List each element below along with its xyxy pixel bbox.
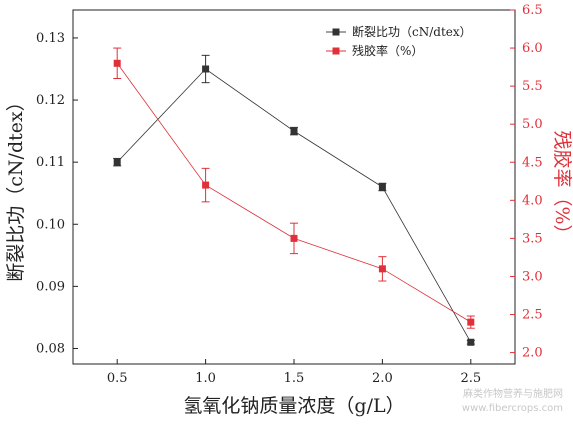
y-right-tick-label: 6.5 xyxy=(522,3,543,18)
y-axis-right-title: 残胶率（%） xyxy=(551,130,573,243)
series-line-0 xyxy=(116,68,472,343)
y-right-tick-label: 5.5 xyxy=(522,79,543,94)
x-tick-label: 2.5 xyxy=(460,371,481,386)
y-left-tick-label: 0.13 xyxy=(36,31,65,46)
y-axis-left-title: 断裂比功（cN/dtex） xyxy=(5,92,27,281)
y-right-tick-label: 5.0 xyxy=(522,117,543,132)
legend-marker-breaking-work xyxy=(332,28,340,36)
series-line-1 xyxy=(116,63,472,323)
data-point-0 xyxy=(378,183,386,191)
y-left-tick-label: 0.10 xyxy=(36,217,65,232)
legend-label-breaking-work: 断裂比功（cN/dtex） xyxy=(352,24,472,39)
x-tick-label: 1.0 xyxy=(195,371,216,386)
x-tick-label: 0.5 xyxy=(107,371,128,386)
x-axis-title: 氢氧化钠质量浓度（g/L） xyxy=(183,395,404,417)
y-right-tick-label: 2.0 xyxy=(522,346,543,361)
y-right-tick-label: 2.5 xyxy=(522,308,543,323)
y-left-tick-label: 0.12 xyxy=(36,93,65,108)
y-left-tick-label: 0.08 xyxy=(36,341,65,356)
data-point-0 xyxy=(202,65,210,73)
legend: 断裂比功（cN/dtex） 残胶率（%） xyxy=(326,24,472,58)
data-point-1 xyxy=(467,318,475,326)
data-point-0 xyxy=(113,158,121,166)
x-tick-label: 1.5 xyxy=(284,371,305,386)
legend-label-residual-gum: 残胶率（%） xyxy=(352,43,423,58)
y-right-tick-label: 4.5 xyxy=(522,155,543,170)
data-point-0 xyxy=(290,127,298,135)
x-tick-label: 2.0 xyxy=(372,371,393,386)
y-left-tick-label: 0.09 xyxy=(36,279,65,294)
legend-marker-residual-gum xyxy=(332,47,340,55)
data-point-1 xyxy=(378,265,386,273)
y-right-tick-label: 3.0 xyxy=(522,269,543,284)
data-point-1 xyxy=(290,234,298,242)
watermark-line2: www.fibercrops.com xyxy=(462,403,563,414)
data-point-1 xyxy=(113,59,121,67)
y-right-tick-label: 3.5 xyxy=(522,231,543,246)
data-point-0 xyxy=(467,338,475,346)
y-right-tick-label: 4.0 xyxy=(522,193,543,208)
y-right-tick-label: 6.0 xyxy=(522,41,543,56)
y-left-tick-label: 0.11 xyxy=(36,155,65,170)
plot-frame xyxy=(72,9,516,365)
data-point-1 xyxy=(202,181,210,189)
watermark-line1: 麻类作物营养与施肥网 xyxy=(463,387,563,400)
